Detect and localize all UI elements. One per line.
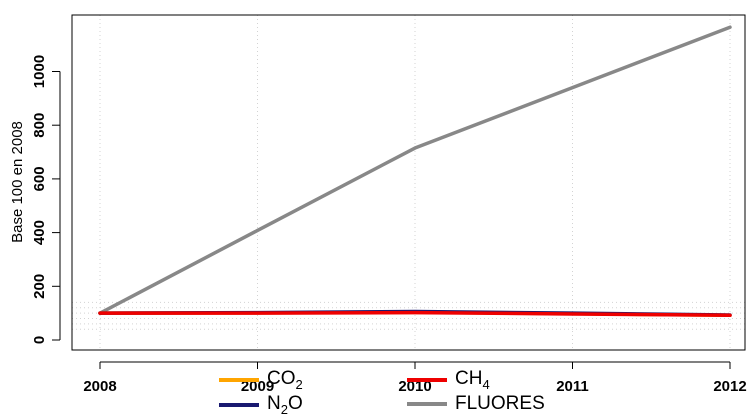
y-tick-label-2: 400 xyxy=(31,220,48,245)
x-tick-label-4: 2012 xyxy=(713,378,746,395)
y-tick-label-3: 600 xyxy=(31,166,48,191)
y-axis-label: Base 100 en 2008 xyxy=(9,121,26,243)
x-tick-label-1: 2009 xyxy=(241,378,274,395)
y-tick-label-1: 200 xyxy=(31,274,48,299)
x-axis: 2008 2009 2010 2011 2012 xyxy=(83,361,747,395)
y-tick-label-4: 800 xyxy=(31,113,48,138)
series-lines xyxy=(98,25,732,318)
x-tick-label-2: 2010 xyxy=(398,378,431,395)
series-line-fluores xyxy=(98,25,732,315)
grid xyxy=(72,15,745,350)
x-tick-label-3: 2011 xyxy=(556,378,589,395)
plot-area-frame xyxy=(71,14,746,351)
x-tick-label-0: 2008 xyxy=(83,378,116,395)
y-tick-label-5: 1000 xyxy=(31,55,48,88)
y-axis: 0 200 400 600 800 1000 xyxy=(31,55,61,344)
series-line-ch xyxy=(98,310,732,318)
y-tick-label-0: 0 xyxy=(31,336,48,344)
